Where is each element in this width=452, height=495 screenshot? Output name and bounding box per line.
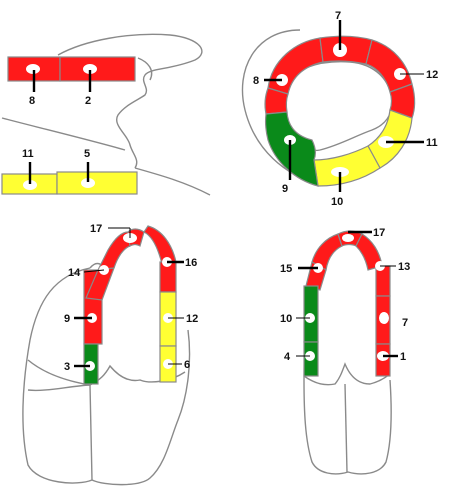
segment-red-upper-right — [365, 39, 413, 93]
label-15: 15 — [280, 263, 292, 275]
segment-green — [265, 111, 319, 187]
label-10-right: 10 — [280, 313, 292, 325]
label-9: 9 — [282, 183, 288, 195]
label-6: 6 — [184, 359, 190, 371]
label-13: 13 — [398, 261, 410, 273]
jaw-outline-left — [22, 267, 191, 486]
segment-red-upper-left — [267, 37, 324, 95]
label-7-right: 7 — [402, 317, 408, 329]
tongue-midline — [344, 383, 348, 473]
panel-top-left: 8 2 11 5 — [1, 33, 211, 196]
label-8: 8 — [29, 95, 35, 107]
label-3: 3 — [64, 361, 70, 373]
label-11-ring: 11 — [426, 137, 438, 149]
organ-outline-bottom — [1, 117, 126, 151]
jaw-outline-left-mid — [27, 384, 93, 481]
label-7: 7 — [335, 10, 341, 22]
leader-14 — [83, 269, 105, 273]
label-9-left: 9 — [64, 313, 70, 325]
label-12: 12 — [426, 69, 438, 81]
label-8-ring: 8 — [253, 75, 259, 87]
label-11: 11 — [22, 148, 34, 160]
organ-outline-inner — [137, 57, 153, 81]
panel-top-right: 7 8 12 11 9 10 — [241, 10, 438, 208]
organ-outline-lower — [134, 167, 211, 196]
marker-5 — [81, 178, 95, 188]
marker-7-right — [379, 312, 389, 324]
panel-bottom-right: 17 15 13 10 7 4 1 — [280, 227, 410, 475]
segment-yellow-5 — [56, 171, 138, 195]
panel-bottom-left: 17 14 16 9 12 3 6 — [22, 223, 198, 486]
label-5: 5 — [84, 148, 90, 160]
label-12-left: 12 — [186, 313, 198, 325]
jaw-outline-left-inner — [27, 359, 186, 386]
label-1: 1 — [400, 351, 406, 363]
label-14: 14 — [68, 267, 81, 279]
tongue-outline-inner — [303, 362, 391, 386]
marker-11 — [23, 180, 37, 190]
label-10: 10 — [331, 196, 343, 208]
segment-red-13 — [355, 233, 383, 271]
segment-red-2 — [59, 56, 136, 82]
marker-2 — [83, 64, 97, 74]
label-17-left: 17 — [90, 223, 102, 235]
marker-8 — [26, 64, 40, 74]
label-2: 2 — [85, 95, 91, 107]
organ-outline-upper — [57, 33, 203, 169]
marker-17-right — [342, 234, 354, 242]
segment-red-16 — [143, 225, 177, 265]
label-16: 16 — [185, 257, 197, 269]
label-4: 4 — [284, 351, 291, 363]
label-17-right: 17 — [373, 227, 385, 239]
segment-yellow-bottom — [313, 145, 381, 187]
